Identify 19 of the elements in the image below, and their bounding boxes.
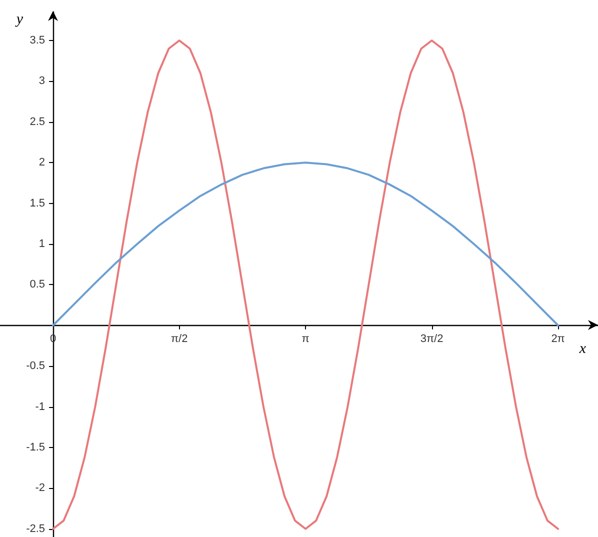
x-tick-label: π bbox=[302, 332, 310, 345]
y-tick-label: 3.5 bbox=[30, 34, 46, 46]
x-axis-title: x bbox=[578, 340, 586, 357]
y-tick-label: 1.5 bbox=[30, 197, 46, 210]
line-series bbox=[52, 162, 560, 326]
y-tick-label: 3 bbox=[38, 75, 46, 88]
x-tick-label: 2π bbox=[551, 332, 566, 345]
y-tick-label: 2 bbox=[38, 156, 46, 169]
y-tick-label: -1 bbox=[35, 400, 46, 413]
y-tick-label: -1.5 bbox=[26, 441, 46, 454]
y-tick-label: -0.5 bbox=[26, 360, 46, 372]
y-tick-label: -2.5 bbox=[26, 522, 46, 535]
y-tick-label: 0.5 bbox=[30, 278, 46, 291]
y-tick-label: 2.5 bbox=[30, 116, 46, 128]
y-tick-label: 1 bbox=[38, 238, 46, 250]
x-tick-label: 3π/2 bbox=[420, 332, 444, 345]
y-axis-title: y bbox=[14, 12, 24, 28]
y-tick-label: -2 bbox=[35, 482, 46, 494]
x-tick-label: π/2 bbox=[170, 332, 188, 345]
